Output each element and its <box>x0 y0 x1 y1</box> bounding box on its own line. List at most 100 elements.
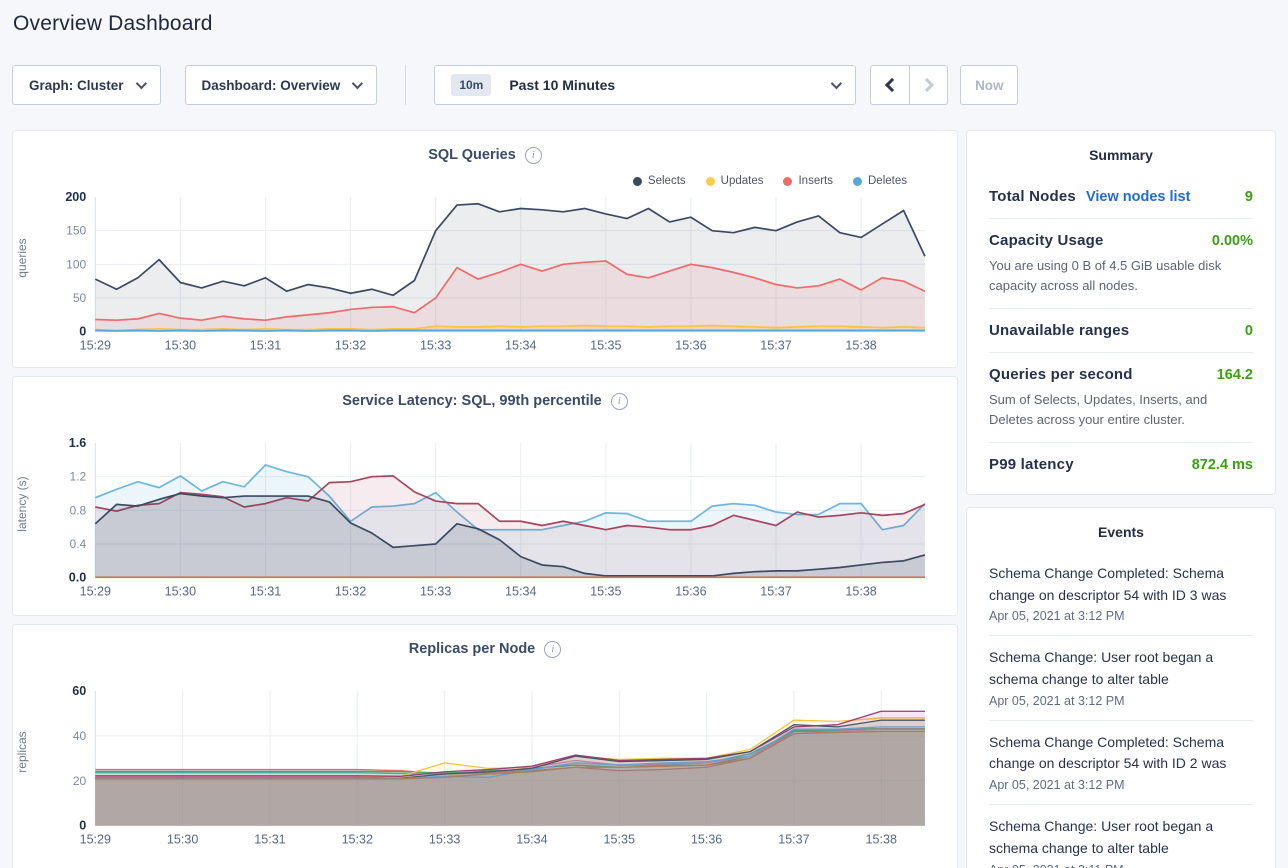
event-timestamp: Apr 05, 2021 at 3:12 PM <box>989 693 1125 708</box>
legend-item-updates: Updates <box>705 173 764 189</box>
deletes-legend-dot <box>853 176 862 186</box>
svg-text:15:29: 15:29 <box>80 585 111 599</box>
svg-text:15:36: 15:36 <box>675 339 706 353</box>
svg-text:40: 40 <box>73 729 87 743</box>
service-latency-plot[interactable]: 15:29 15:30 15:31 15:32 15:33 15:34 15:35 15:36… <box>33 435 937 613</box>
y-axis-unit-label: replicas <box>15 731 29 773</box>
legend-label: Inserts <box>798 175 833 187</box>
y-axis-unit-label: queries <box>15 238 29 278</box>
legend-label: Selects <box>647 175 686 187</box>
inserts-legend-dot <box>783 176 793 186</box>
event-item[interactable]: Schema Change: User root began a schema … <box>989 804 1253 868</box>
content: SQL Queries i Selects Updates Inserts <box>12 130 1276 868</box>
svg-text:15:30: 15:30 <box>165 339 196 353</box>
chart-title-row: Replicas per Node i <box>33 639 937 659</box>
event-timestamp: Apr 05, 2021 at 3:12 PM <box>989 778 1125 793</box>
svg-text:15:31: 15:31 <box>250 339 281 353</box>
chart-card-replicas-per-node: Replicas per Node i 15:29 15:30 15:31 15:32… <box>12 624 958 868</box>
svg-text:15:32: 15:32 <box>342 833 373 847</box>
info-icon[interactable]: i <box>524 146 542 164</box>
chevron-down-icon <box>135 77 147 90</box>
svg-text:15:29: 15:29 <box>80 833 111 847</box>
svg-text:15:35: 15:35 <box>604 833 635 847</box>
legend-item-deletes: Deletes <box>853 173 907 189</box>
dashboard-dropdown-label: Dashboard: Overview <box>201 77 341 93</box>
replicas-per-node-plot[interactable]: 15:29 15:30 15:31 15:32 15:33 15:34 15:35 15:36… <box>33 683 937 861</box>
summary-row-unavailable-ranges: Unavailable ranges 0 <box>989 308 1253 352</box>
svg-text:15:34: 15:34 <box>516 833 547 847</box>
now-button[interactable]: Now <box>960 65 1019 105</box>
svg-text:15:29: 15:29 <box>80 339 111 353</box>
legend-item-inserts: Inserts <box>783 173 833 189</box>
svg-text:15:37: 15:37 <box>760 585 791 599</box>
events-panel: Events Schema Change Completed: Schema c… <box>966 507 1276 868</box>
summary-row-total-nodes: Total Nodes View nodes list 9 <box>989 175 1253 218</box>
selects-legend-dot <box>632 176 642 186</box>
time-range-dropdown[interactable]: 10m Past 10 Minutes <box>434 65 857 105</box>
time-back-button[interactable] <box>871 66 909 104</box>
legend-label: Updates <box>720 175 764 187</box>
chart-title-row: SQL Queries i <box>33 145 937 165</box>
chevron-left-icon <box>885 77 900 93</box>
svg-text:15:37: 15:37 <box>760 339 791 353</box>
svg-text:15:32: 15:32 <box>335 339 366 353</box>
graph-dropdown[interactable]: Graph: Cluster <box>12 65 161 105</box>
total-nodes-value: 9 <box>1244 189 1253 205</box>
svg-text:15:30: 15:30 <box>165 585 196 599</box>
qps-description: Sum of Selects, Updates, Inserts, and De… <box>989 392 1208 427</box>
capacity-usage-label: Capacity Usage <box>989 232 1104 249</box>
event-item[interactable]: Schema Change Completed: Schema change o… <box>989 552 1253 635</box>
event-item[interactable]: Schema Change: User root began a schema … <box>989 635 1253 719</box>
svg-text:15:34: 15:34 <box>505 585 536 599</box>
svg-text:200: 200 <box>65 190 86 204</box>
svg-text:15:37: 15:37 <box>778 833 809 847</box>
svg-text:15:38: 15:38 <box>845 585 876 599</box>
toolbar: Graph: Cluster Dashboard: Overview 10m P… <box>12 65 1276 105</box>
unavailable-ranges-value: 0 <box>1244 323 1253 339</box>
capacity-usage-description: You are using 0 B of 4.5 GiB usable disk… <box>989 258 1222 293</box>
legend-item-selects: Selects <box>632 173 686 189</box>
y-axis-unit-label: latency (s) <box>15 476 29 532</box>
time-forward-button[interactable] <box>909 66 947 104</box>
summary-row-p99-latency: P99 latency 872.4 ms <box>989 442 1253 486</box>
info-icon[interactable]: i <box>610 392 628 410</box>
svg-text:1.2: 1.2 <box>70 470 87 484</box>
capacity-usage-value: 0.00% <box>1211 233 1253 249</box>
chart-svg: 15:29 15:30 15:31 15:32 15:33 15:34 15:35 15:36… <box>69 436 926 599</box>
chart-title: SQL Queries <box>428 147 516 163</box>
chart-card-service-latency: Service Latency: SQL, 99th percentile i … <box>12 376 958 616</box>
event-timestamp: Apr 05, 2021 at 3:11 PM <box>989 863 1253 868</box>
p99-latency-label: P99 latency <box>989 456 1074 473</box>
info-icon[interactable]: i <box>544 640 562 658</box>
dashboard-dropdown[interactable]: Dashboard: Overview <box>184 65 378 105</box>
svg-text:15:36: 15:36 <box>691 833 722 847</box>
svg-text:0: 0 <box>79 325 86 339</box>
svg-text:60: 60 <box>72 684 86 698</box>
event-text: Schema Change Completed: Schema change o… <box>989 733 1227 772</box>
event-item[interactable]: Schema Change Completed: Schema change o… <box>989 719 1253 804</box>
svg-text:15:31: 15:31 <box>254 833 285 847</box>
svg-text:15:32: 15:32 <box>335 585 366 599</box>
svg-text:15:31: 15:31 <box>250 585 281 599</box>
chart-card-sql-queries: SQL Queries i Selects Updates Inserts <box>12 130 958 368</box>
chart-svg: 15:29 15:30 15:31 15:32 15:33 15:34 15:35 15:36… <box>65 190 926 353</box>
svg-text:1.6: 1.6 <box>69 436 86 450</box>
view-nodes-list-link[interactable]: View nodes list <box>1085 189 1191 205</box>
summary-panel: Summary Total Nodes View nodes list 9 Ca… <box>966 130 1276 495</box>
sql-queries-plot[interactable]: 15:29 15:30 15:31 15:32 15:33 15:34 15:35 15:36… <box>33 189 937 367</box>
svg-text:15:33: 15:33 <box>429 833 460 847</box>
svg-text:100: 100 <box>66 257 86 271</box>
charts-column: SQL Queries i Selects Updates Inserts <box>12 130 958 868</box>
svg-text:15:38: 15:38 <box>866 833 897 847</box>
updates-legend-dot <box>705 176 715 186</box>
svg-text:15:38: 15:38 <box>845 339 876 353</box>
svg-text:15:36: 15:36 <box>675 585 706 599</box>
summary-row-qps: Queries per second 164.2 Sum of Selects,… <box>989 352 1253 442</box>
events-title: Events <box>1098 524 1144 540</box>
sidebar: Summary Total Nodes View nodes list 9 Ca… <box>966 130 1276 868</box>
svg-text:150: 150 <box>66 224 86 238</box>
time-range-label: Past 10 Minutes <box>509 77 616 93</box>
summary-title: Summary <box>1089 147 1153 163</box>
graph-dropdown-label: Graph: Cluster <box>29 77 124 93</box>
